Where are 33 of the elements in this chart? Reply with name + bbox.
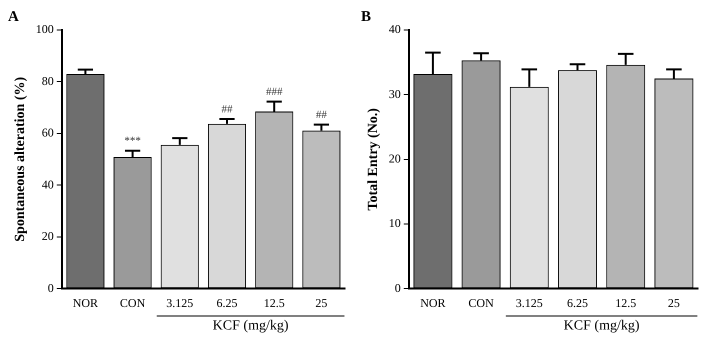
x-tick-label: NOR [420, 296, 446, 310]
x-tick-label: CON [120, 296, 146, 310]
x-tick-label: 25 [315, 296, 328, 310]
x-tick-label: 3.125 [166, 296, 194, 310]
y-tick-label: 100 [36, 22, 54, 36]
y-tick-label: 30 [388, 86, 401, 101]
y-tick-label: 40 [388, 22, 401, 36]
annotation: *** [124, 135, 141, 148]
x-tick-label: CON [468, 296, 494, 310]
x-tick-label: 6.25 [216, 296, 238, 310]
annotation: ## [222, 103, 233, 116]
y-tick-label: 0 [394, 280, 401, 295]
chart-title: B [361, 8, 372, 25]
x-tick-label: NOR [72, 296, 98, 310]
y-tick-label: 40 [42, 177, 54, 192]
y-tick-label: 80 [42, 74, 54, 88]
chart-title: A [8, 8, 19, 25]
x-tick-label: 25 [668, 296, 680, 310]
x-tick-label: 6.25 [567, 296, 588, 310]
x-tick-label: 12.5 [264, 296, 285, 310]
y-axis-title: Spontaneous alteration (%) [13, 76, 28, 242]
y-axis-title: Total Entry (No.) [366, 108, 382, 211]
y-tick-label: 20 [388, 151, 401, 166]
y-tick-label: 10 [388, 216, 401, 230]
x-tick-label: 3.125 [516, 296, 543, 310]
x-axis-title: KCF (mg/kg) [564, 318, 640, 334]
y-tick-label: 20 [42, 229, 54, 244]
x-tick-label: 12.5 [615, 296, 636, 310]
y-tick-label: 60 [42, 126, 54, 140]
annotation: ### [266, 86, 283, 98]
y-tick-label: 0 [48, 280, 54, 295]
x-axis-title: KCF (mg/kg) [212, 318, 289, 334]
annotation: ## [316, 109, 328, 122]
